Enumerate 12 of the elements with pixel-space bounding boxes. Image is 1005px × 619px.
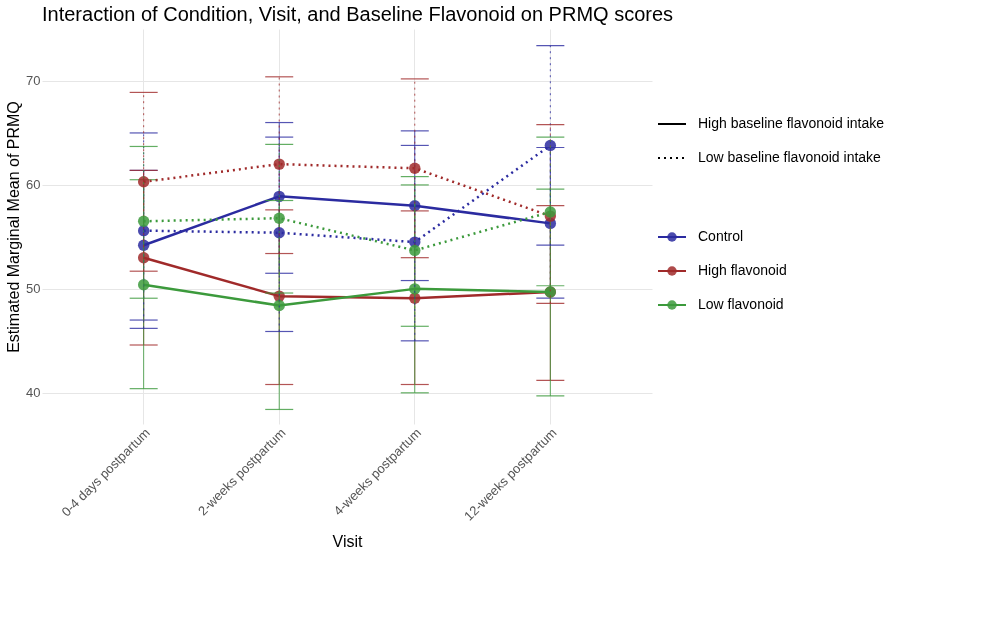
- y-tick-label: 50: [26, 281, 41, 297]
- legend-label: Low flavonoid: [698, 296, 784, 312]
- chart-title: Interaction of Condition, Visit, and Baseline Flavonoid on PRMQ scores: [42, 3, 674, 25]
- y-tick-label: 60: [26, 177, 41, 193]
- text: Low baseline flavonoid intake: [698, 149, 882, 165]
- legend-label: Control: [698, 228, 744, 244]
- legend-label: High flavonoid: [698, 262, 787, 278]
- y-axis-title: Estimated Marginal Mean of PRMQ: [5, 101, 23, 353]
- y-tick-label: 70: [26, 73, 41, 89]
- y-tick-label: 40: [26, 385, 41, 401]
- x-axis-title: Visit: [332, 532, 364, 550]
- text: High baseline flavonoid intake: [698, 115, 885, 131]
